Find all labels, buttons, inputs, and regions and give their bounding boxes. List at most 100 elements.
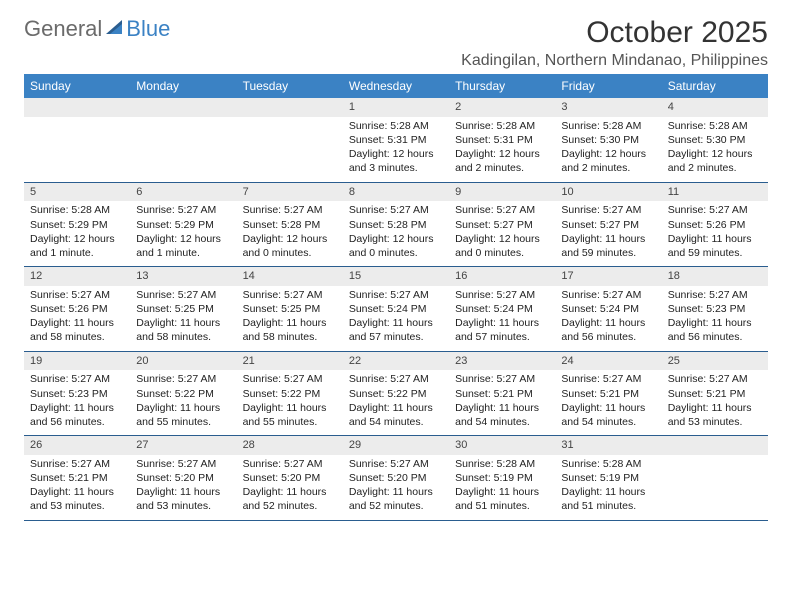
day-details: Sunrise: 5:28 AMSunset: 5:30 PMDaylight:… [555,119,661,176]
sunset-text: Sunset: 5:19 PM [561,471,655,485]
calendar-cell: 6Sunrise: 5:27 AMSunset: 5:29 PMDaylight… [130,183,236,267]
day-details: Sunrise: 5:27 AMSunset: 5:24 PMDaylight:… [449,288,555,345]
day-number: 30 [449,436,555,455]
day-details: Sunrise: 5:28 AMSunset: 5:31 PMDaylight:… [449,119,555,176]
day-details: Sunrise: 5:27 AMSunset: 5:23 PMDaylight:… [24,372,130,429]
sunset-text: Sunset: 5:25 PM [243,302,337,316]
location-subtitle: Kadingilan, Northern Mindanao, Philippin… [461,52,768,70]
day-number: 6 [130,183,236,202]
sunrise-text: Sunrise: 5:27 AM [668,203,762,217]
day-details: Sunrise: 5:27 AMSunset: 5:20 PMDaylight:… [130,457,236,514]
day-number: 18 [662,267,768,286]
day-details: Sunrise: 5:27 AMSunset: 5:25 PMDaylight:… [237,288,343,345]
calendar-cell: 16 Sunrise: 5:27 AMSunset: 5:24 PMDayligh… [449,267,555,351]
sunset-text: Sunset: 5:24 PM [561,302,655,316]
sunrise-text: Sunrise: 5:27 AM [136,457,230,471]
sunrise-text: Sunrise: 5:27 AM [136,203,230,217]
calendar-cell: 26Sunrise: 5:27 AMSunset: 5:21 PMDayligh… [24,436,130,520]
daylight-text: Daylight: 12 hours and 0 minutes. [349,232,443,260]
day-details: Sunrise: 5:28 AMSunset: 5:19 PMDaylight:… [449,457,555,514]
day-details: Sunrise: 5:27 AMSunset: 5:20 PMDaylight:… [237,457,343,514]
sunrise-text: Sunrise: 5:27 AM [561,203,655,217]
sunset-text: Sunset: 5:24 PM [349,302,443,316]
daylight-text: Daylight: 11 hours and 56 minutes. [561,316,655,344]
calendar-cell: 23Sunrise: 5:27 AMSunset: 5:21 PMDayligh… [449,352,555,436]
sunset-text: Sunset: 5:19 PM [455,471,549,485]
day-details: Sunrise: 5:28 AMSunset: 5:31 PMDaylight:… [343,119,449,176]
calendar-week: 5Sunrise: 5:28 AMSunset: 5:29 PMDaylight… [24,183,768,268]
day-details: Sunrise: 5:27 AMSunset: 5:21 PMDaylight:… [555,372,661,429]
day-number: 29 [343,436,449,455]
calendar-cell: 18 Sunrise: 5:27 AMSunset: 5:23 PMDayligh… [662,267,768,351]
dow-tuesday: Tuesday [237,74,343,98]
daylight-text: Daylight: 11 hours and 56 minutes. [30,401,124,429]
day-details: Sunrise: 5:27 AMSunset: 5:20 PMDaylight:… [343,457,449,514]
calendar-cell: 29 Sunrise: 5:27 AMSunset: 5:20 PMDayligh… [343,436,449,520]
sunrise-text: Sunrise: 5:27 AM [349,372,443,386]
sunset-text: Sunset: 5:31 PM [455,133,549,147]
day-details: Sunrise: 5:27 AMSunset: 5:23 PMDaylight:… [662,288,768,345]
sunset-text: Sunset: 5:28 PM [243,218,337,232]
calendar-cell [24,98,130,182]
sunset-text: Sunset: 5:25 PM [136,302,230,316]
day-details: Sunrise: 5:27 AMSunset: 5:21 PMDaylight:… [662,372,768,429]
day-details: Sunrise: 5:27 AMSunset: 5:24 PMDaylight:… [343,288,449,345]
page-header: General Blue October 2025 Kadingilan, No… [24,16,768,70]
day-details: Sunrise: 5:27 AMSunset: 5:27 PMDaylight:… [449,203,555,260]
day-details: Sunrise: 5:27 AMSunset: 5:24 PMDaylight:… [555,288,661,345]
calendar-cell: 22Sunrise: 5:27 AMSunset: 5:22 PMDayligh… [343,352,449,436]
day-details: Sunrise: 5:27 AMSunset: 5:22 PMDaylight:… [237,372,343,429]
dow-friday: Friday [555,74,661,98]
dow-sunday: Sunday [24,74,130,98]
brand-part1: General [24,16,102,42]
day-details: Sunrise: 5:27 AMSunset: 5:28 PMDaylight:… [343,203,449,260]
sunset-text: Sunset: 5:21 PM [561,387,655,401]
sunrise-text: Sunrise: 5:27 AM [136,372,230,386]
day-number: 4 [662,98,768,117]
sunrise-text: Sunrise: 5:28 AM [561,457,655,471]
calendar-cell: 15Sunrise: 5:27 AMSunset: 5:24 PMDayligh… [343,267,449,351]
day-number: 17 [555,267,661,286]
sunrise-text: Sunrise: 5:27 AM [668,372,762,386]
sunrise-text: Sunrise: 5:28 AM [668,119,762,133]
sunrise-text: Sunrise: 5:27 AM [455,203,549,217]
sunrise-text: Sunrise: 5:27 AM [349,288,443,302]
sunset-text: Sunset: 5:30 PM [668,133,762,147]
daylight-text: Daylight: 11 hours and 59 minutes. [668,232,762,260]
title-block: October 2025 Kadingilan, Northern Mindan… [461,16,768,70]
sunset-text: Sunset: 5:22 PM [243,387,337,401]
calendar-cell: 25Sunrise: 5:27 AMSunset: 5:21 PMDayligh… [662,352,768,436]
dow-header-row: Sunday Monday Tuesday Wednesday Thursday… [24,74,768,98]
calendar-cell: 2Sunrise: 5:28 AMSunset: 5:31 PMDaylight… [449,98,555,182]
sunrise-text: Sunrise: 5:27 AM [243,203,337,217]
sunrise-text: Sunrise: 5:27 AM [30,372,124,386]
daylight-text: Daylight: 12 hours and 3 minutes. [349,147,443,175]
calendar-cell: 11Sunrise: 5:27 AMSunset: 5:26 PMDayligh… [662,183,768,267]
daylight-text: Daylight: 11 hours and 54 minutes. [455,401,549,429]
calendar-cell: 21Sunrise: 5:27 AMSunset: 5:22 PMDayligh… [237,352,343,436]
day-number: 26 [24,436,130,455]
day-details: Sunrise: 5:28 AMSunset: 5:30 PMDaylight:… [662,119,768,176]
daylight-text: Daylight: 12 hours and 1 minute. [136,232,230,260]
sunset-text: Sunset: 5:24 PM [455,302,549,316]
day-number: 9 [449,183,555,202]
calendar-cell: 24Sunrise: 5:27 AMSunset: 5:21 PMDayligh… [555,352,661,436]
daylight-text: Daylight: 11 hours and 59 minutes. [561,232,655,260]
daylight-text: Daylight: 12 hours and 2 minutes. [668,147,762,175]
day-number: 3 [555,98,661,117]
sunset-text: Sunset: 5:21 PM [30,471,124,485]
dow-saturday: Saturday [662,74,768,98]
calendar-cell [237,98,343,182]
sunset-text: Sunset: 5:22 PM [136,387,230,401]
calendar-cell: 27Sunrise: 5:27 AMSunset: 5:20 PMDayligh… [130,436,236,520]
daylight-text: Daylight: 12 hours and 2 minutes. [455,147,549,175]
calendar-week: 1Sunrise: 5:28 AMSunset: 5:31 PMDaylight… [24,98,768,183]
day-details: Sunrise: 5:27 AMSunset: 5:26 PMDaylight:… [24,288,130,345]
day-number: 24 [555,352,661,371]
day-number: 16 [449,267,555,286]
day-details: Sunrise: 5:27 AMSunset: 5:27 PMDaylight:… [555,203,661,260]
day-number [24,98,130,117]
sunset-text: Sunset: 5:26 PM [30,302,124,316]
day-number: 31 [555,436,661,455]
daylight-text: Daylight: 11 hours and 54 minutes. [349,401,443,429]
